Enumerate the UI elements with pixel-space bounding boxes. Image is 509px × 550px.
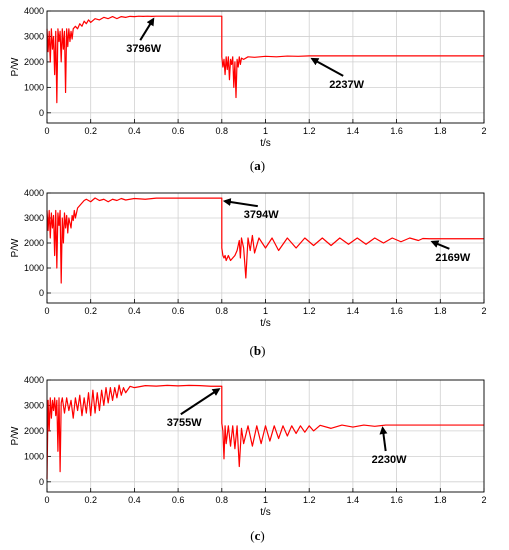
- x-tick-label: 1: [263, 306, 268, 316]
- annotation-label: 2169W: [435, 252, 470, 264]
- series-line-0: [46, 15, 484, 104]
- x-tick-label: 1.8: [434, 306, 447, 316]
- annotation-arrow: [139, 17, 155, 41]
- x-tick-label: 0: [44, 495, 49, 505]
- x-axis-label: t/s: [260, 138, 271, 149]
- y-tick-label: 1000: [24, 263, 44, 273]
- y-axis-label: P/W: [10, 238, 21, 257]
- annotation-label: 3755W: [167, 417, 202, 429]
- x-tick-label: 0.8: [216, 126, 229, 136]
- x-tick-label: 0: [44, 126, 49, 136]
- x-tick-label: 1.6: [390, 495, 403, 505]
- y-tick-label: 2000: [24, 57, 44, 67]
- x-tick-label: 0.2: [84, 306, 97, 316]
- panel-caption: (b): [250, 343, 266, 358]
- x-tick-label: 0.4: [128, 306, 141, 316]
- x-tick-label: 0.6: [172, 306, 185, 316]
- x-tick-label: 1.4: [347, 306, 360, 316]
- x-tick-label: 1.4: [347, 495, 360, 505]
- chart-panel-b: 0 0.2 0.4 0.6 0.8 1 1.2 1.4 1.6 1.8 2 0 1000 2000 3000…: [10, 188, 487, 329]
- x-tick-label: 0.6: [172, 495, 185, 505]
- annotation-label: 3796W: [126, 43, 161, 55]
- y-tick-label: 0: [39, 108, 44, 118]
- y-tick-label: 0: [39, 477, 44, 487]
- x-tick-label: 1.2: [303, 306, 316, 316]
- y-axis-label: P/W: [10, 426, 21, 445]
- y-tick-label: 2000: [24, 426, 44, 436]
- x-tick-label: 1.8: [434, 495, 447, 505]
- chart-panel-a: 0 0.2 0.4 0.6 0.8 1 1.2 1.4 1.6 1.8 2 0 1000 2000 3000…: [10, 6, 487, 149]
- x-axis-label: t/s: [260, 507, 271, 518]
- x-tick-label: 0.2: [84, 495, 97, 505]
- x-tick-label: 0.4: [128, 126, 141, 136]
- chart-panel-c: 0 0.2 0.4 0.6 0.8 1 1.2 1.4 1.6 1.8 2 0 1000 2000 3000…: [10, 375, 487, 518]
- x-tick-label: 2: [481, 306, 486, 316]
- x-tick-label: 1.2: [303, 126, 316, 136]
- x-tick-label: 0.4: [128, 495, 141, 505]
- axes-frame: [46, 192, 485, 304]
- annotation-arrow: [430, 240, 450, 250]
- x-tick-label: 1.6: [390, 306, 403, 316]
- annotation-arrow: [222, 198, 258, 208]
- y-tick-label: 3000: [24, 400, 44, 410]
- x-tick-label: 0.6: [172, 126, 185, 136]
- annotation-arrow: [310, 57, 344, 77]
- series-line-0: [46, 197, 484, 284]
- annotation-label: 2237W: [329, 79, 364, 91]
- y-tick-label: 3000: [24, 213, 44, 223]
- x-tick-label: 0.2: [84, 126, 97, 136]
- panels: 0 0.2 0.4 0.6 0.8 1 1.2 1.4 1.6 1.8 20100020003000…: [10, 6, 487, 543]
- y-tick-label: 4000: [24, 188, 44, 198]
- panel-caption: (c): [250, 528, 264, 543]
- x-tick-label: 1: [263, 495, 268, 505]
- x-tick-label: 1.4: [347, 126, 360, 136]
- y-tick-label: 4000: [24, 6, 44, 16]
- annotation-label: 3794W: [244, 209, 279, 221]
- x-tick-label: 1.8: [434, 126, 447, 136]
- y-tick-label: 1000: [24, 451, 44, 461]
- y-tick-label: 4000: [24, 375, 44, 385]
- x-tick-label: 0.8: [216, 306, 229, 316]
- x-tick-label: 2: [481, 495, 486, 505]
- x-tick-label: 1.6: [390, 126, 403, 136]
- y-tick-label: 1000: [24, 82, 44, 92]
- annotation-arrow: [379, 426, 388, 452]
- x-tick-label: 1: [263, 126, 268, 136]
- annotation-label: 2230W: [372, 454, 407, 466]
- axes-frame: [46, 10, 485, 124]
- series-line-0: [46, 384, 484, 480]
- x-axis-label: t/s: [260, 318, 271, 329]
- y-tick-label: 2000: [24, 238, 44, 248]
- x-tick-label: 1.2: [303, 495, 316, 505]
- annotation-arrow: [180, 388, 221, 416]
- x-tick-label: 2: [481, 126, 486, 136]
- y-tick-label: 3000: [24, 31, 44, 41]
- axes-frame: [46, 379, 485, 493]
- y-tick-label: 0: [39, 288, 44, 298]
- x-tick-label: 0: [44, 306, 49, 316]
- panel-caption: (a): [250, 158, 265, 173]
- x-tick-label: 0.8: [216, 495, 229, 505]
- y-axis-label: P/W: [10, 57, 21, 76]
